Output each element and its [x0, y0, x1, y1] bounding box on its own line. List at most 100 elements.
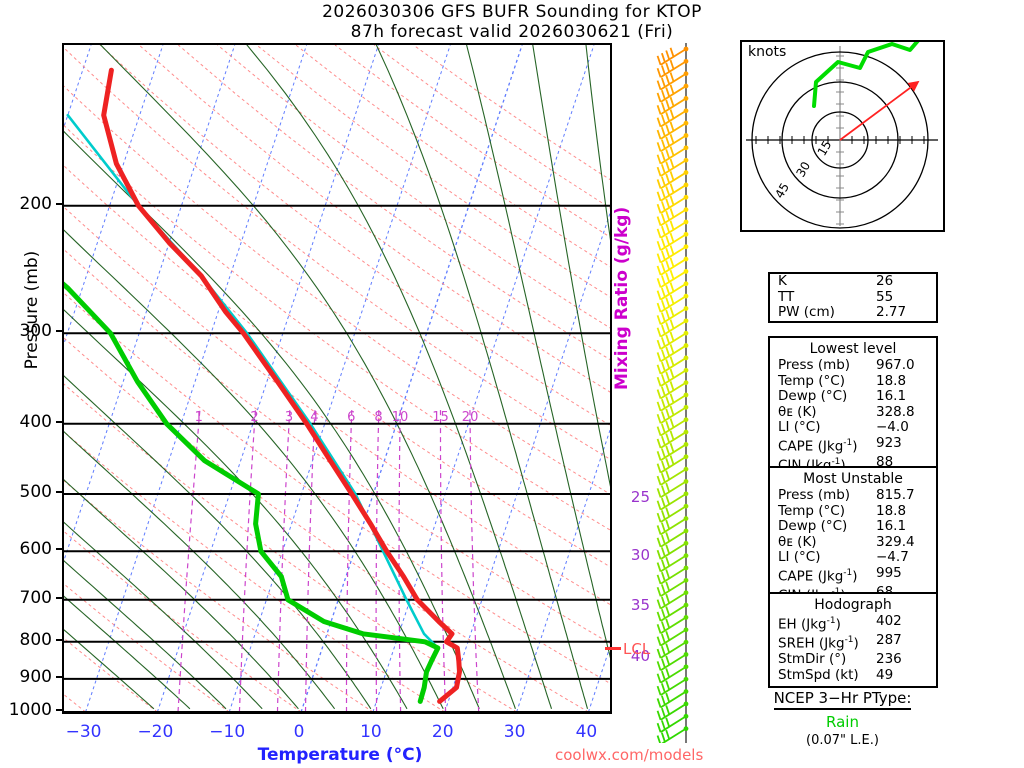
- page-title: 2026030306 GFS BUFR Sounding for KTOP: [322, 2, 702, 22]
- stat-value: 18.8: [876, 502, 907, 519]
- stat-row: Dewp (°C) 16.1: [770, 388, 936, 405]
- lcl-label: LCL: [623, 640, 651, 658]
- pressure-tick-mark: [56, 202, 64, 205]
- stat-row: TT 55: [770, 288, 936, 306]
- stat-row: CAPE (Jkg-1) 923: [770, 434, 936, 455]
- hodograph[interactable]: knots 15 30 45: [740, 26, 945, 232]
- temperature-tick-label: −10: [209, 722, 246, 742]
- pressure-tick-mark: [56, 420, 64, 423]
- stat-value: 402: [876, 613, 902, 629]
- temperature-tick-label: −30: [65, 722, 102, 742]
- pressure-tick-label: 800: [19, 629, 52, 650]
- hodograph-stats-panel: Hodograph EH (Jkg-1) 402 SREH (Jkg-1) 287 St…: [768, 592, 938, 688]
- pressure-tick-mark: [56, 709, 64, 711]
- ptype-title: NCEP 3−Hr PType:: [773, 689, 912, 710]
- pressure-tick-label: 600: [19, 539, 52, 560]
- temperature-tick-label: −20: [137, 722, 174, 742]
- stat-row: CAPE (Jkg-1) 995: [770, 565, 936, 585]
- svg-text:15: 15: [432, 410, 449, 425]
- svg-text:45: 45: [772, 180, 792, 200]
- stat-key: Press (mb): [778, 487, 851, 503]
- stat-key: Dewp (°C): [778, 388, 848, 404]
- stat-key: θᴇ (K): [778, 533, 817, 550]
- stat-value: 287: [876, 632, 902, 648]
- lcl-tick-icon: [605, 647, 621, 650]
- stat-row: SREH (Jkg-1) 287: [770, 632, 936, 652]
- pressure-tick-label: 500: [19, 481, 52, 502]
- stat-value: 967.0: [876, 357, 915, 373]
- pressure-tick-label: 700: [19, 587, 52, 608]
- stat-value: 16.1: [876, 388, 907, 404]
- pressure-tick-label: 200: [19, 193, 52, 214]
- pressure-tick-mark: [56, 638, 64, 641]
- svg-text:4: 4: [310, 410, 318, 425]
- stat-key: EH (Jkg-1): [778, 616, 841, 633]
- lowest-level-panel: Lowest level Press (mb) 967.0 Temp (°C) 18.…: [768, 336, 938, 479]
- stat-key: CAPE (Jkg-1): [778, 567, 858, 584]
- svg-text:15: 15: [815, 138, 835, 158]
- most-unstable-header: Most Unstable: [803, 471, 903, 487]
- svg-text:1: 1: [195, 410, 203, 425]
- svg-text:30: 30: [793, 159, 813, 179]
- stat-key: LI (°C): [778, 549, 821, 565]
- stat-row: θᴇ (K) 329.4: [770, 533, 936, 551]
- svg-text:20: 20: [462, 410, 479, 425]
- stat-value: 2.77: [876, 304, 907, 320]
- stat-value: 88: [876, 453, 894, 470]
- stat-key: K: [778, 273, 787, 289]
- height-tick-label: 30: [630, 546, 650, 564]
- stat-key: Temp (°C): [778, 502, 845, 519]
- skewt-svg: 1 2 3 4 6 8 10 15 20: [64, 45, 610, 712]
- pressure-axis-label: Pressure (mb): [22, 250, 42, 370]
- hodograph-stats-rows: EH (Jkg-1) 402 SREH (Jkg-1) 287 StmDir (°) 23…: [770, 613, 936, 686]
- stat-row: LI (°C) −4.0: [770, 419, 936, 436]
- temperature-tick-label: 40: [575, 722, 598, 742]
- stat-row: Temp (°C) 18.8: [770, 502, 936, 520]
- indices-rows: K 26 TT 55 PW (cm) 2.77: [770, 273, 936, 321]
- stat-value: 328.8: [876, 403, 915, 420]
- temperature-tick-label: 30: [503, 722, 526, 742]
- svg-text:3: 3: [285, 410, 293, 425]
- ptype-liquid-equivalent: (0.07" L.E.): [806, 733, 879, 748]
- stat-key: θᴇ (K): [778, 403, 817, 420]
- pressure-tick-mark: [56, 675, 64, 678]
- height-tick-label: 25: [630, 488, 650, 506]
- lowest-level-header: Lowest level: [809, 341, 897, 357]
- temperature-tick-label: 20: [431, 722, 454, 742]
- skewt-diagram[interactable]: 1 2 3 4 6 8 10 15 20: [62, 43, 612, 714]
- hodograph-units-label: knots: [748, 44, 787, 60]
- pressure-tick-label: 1000: [8, 700, 52, 720]
- stat-value: 18.8: [876, 372, 907, 389]
- svg-text:6: 6: [347, 410, 355, 425]
- ptype-value: Rain: [826, 713, 859, 731]
- stat-value: 26: [876, 273, 894, 289]
- stat-value: 236: [876, 651, 902, 667]
- svg-text:2: 2: [250, 410, 258, 425]
- stat-key: StmSpd (kt): [778, 666, 859, 683]
- svg-text:10: 10: [392, 410, 409, 425]
- temperature-tick-label: 0: [293, 722, 305, 742]
- stat-row: LI (°C) −4.7: [770, 549, 936, 566]
- most-unstable-panel: Most Unstable Press (mb) 815.7 Temp (°C) 18…: [768, 466, 938, 609]
- stat-value: 815.7: [876, 487, 915, 503]
- pressure-tick-mark: [56, 548, 64, 551]
- stat-value: 55: [876, 288, 894, 305]
- stat-row: K 26: [770, 273, 936, 290]
- height-tick-label: 35: [630, 596, 650, 614]
- stat-key: PW (cm): [778, 304, 835, 320]
- watermark: coolwx.com/models: [555, 746, 704, 764]
- indices-panel: K 26 TT 55 PW (cm) 2.77: [768, 272, 938, 323]
- stat-key: Temp (°C): [778, 372, 845, 389]
- lowest-level-rows: Press (mb) 967.0 Temp (°C) 18.8 Dewp (°C) 16.…: [770, 357, 936, 477]
- stat-row: StmDir (°) 236: [770, 651, 936, 668]
- wind-barb-column: [656, 43, 689, 743]
- stat-key: LI (°C): [778, 419, 821, 435]
- pressure-tick-mark: [56, 596, 64, 599]
- stat-key: StmDir (°): [778, 651, 847, 667]
- svg-text:8: 8: [374, 410, 382, 425]
- temperature-axis-label: Temperature (°C): [257, 745, 423, 765]
- stat-value: 923: [876, 434, 902, 451]
- stat-key: Press (mb): [778, 357, 851, 373]
- stat-key: SREH (Jkg-1): [778, 635, 859, 652]
